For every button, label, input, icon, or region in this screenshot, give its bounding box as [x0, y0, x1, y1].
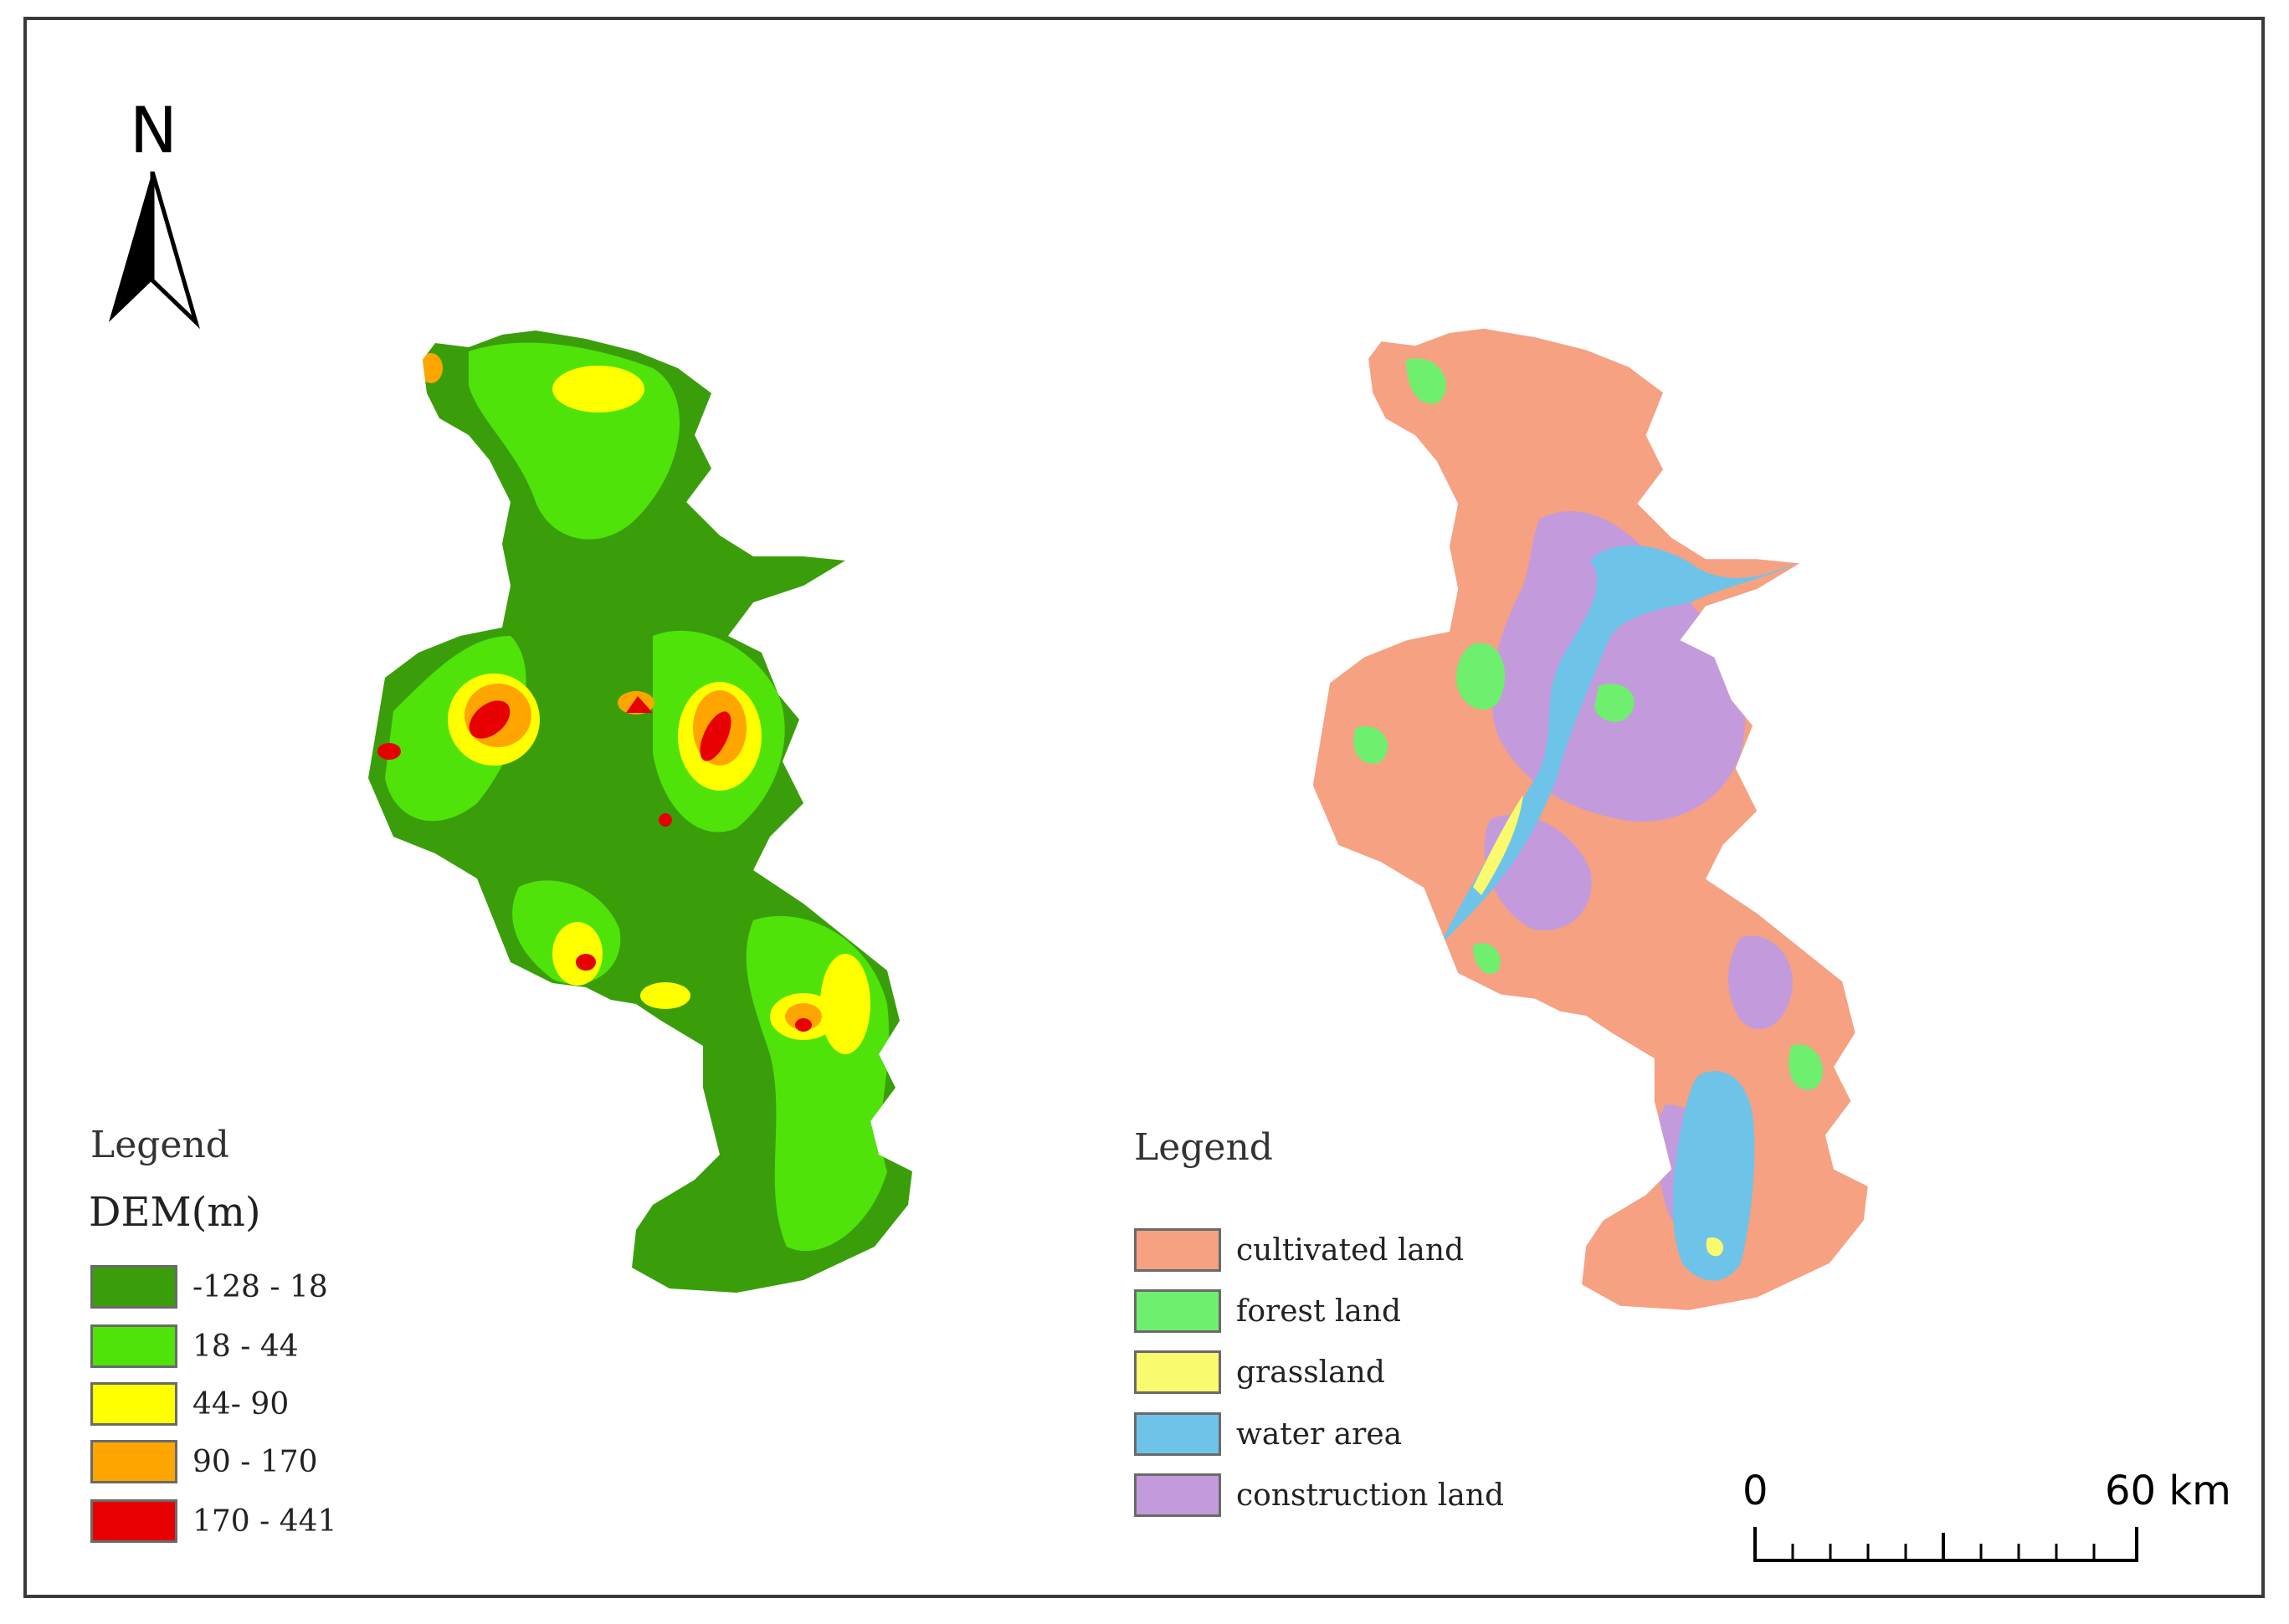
landuse-legend-item: water area — [1134, 1412, 1402, 1456]
forest-land-area — [1353, 726, 1388, 764]
water-area — [1672, 1071, 1755, 1281]
legend-swatch — [90, 1265, 177, 1309]
landuse-legend-item: cultivated land — [1134, 1228, 1464, 1272]
dem-zone-170-441 — [626, 696, 653, 713]
landuse-legend-item: grassland — [1134, 1350, 1385, 1394]
forest-land-area — [1406, 358, 1446, 404]
dem-legend-item: 18 - 44 — [90, 1324, 299, 1368]
dem-zone-90-170 — [419, 353, 443, 383]
legend-swatch — [1134, 1228, 1221, 1272]
dem-legend-item: 44- 90 — [90, 1382, 289, 1426]
dem-zone-44-90 — [552, 366, 644, 412]
legend-label: construction land — [1236, 1478, 1505, 1513]
legend-label: water area — [1236, 1417, 1403, 1452]
dem-zone-170-441 — [576, 954, 596, 971]
dem-zone-44-90 — [552, 922, 603, 986]
dem-zone-170-441 — [659, 813, 672, 827]
forest-land-area — [1789, 1044, 1824, 1090]
grassland-area — [1706, 1237, 1724, 1257]
forest-land-area — [1473, 943, 1501, 974]
legend-swatch — [90, 1324, 177, 1368]
north-arrow-icon — [109, 172, 200, 330]
scale-bar — [1753, 1527, 2138, 1562]
legend-label: cultivated land — [1236, 1232, 1465, 1268]
dem-legend-item: 90 - 170 — [90, 1440, 318, 1483]
dem-zone-170-441 — [469, 700, 511, 739]
landuse-legend-title: Legend — [1134, 1126, 1273, 1169]
legend-label: 44- 90 — [192, 1386, 290, 1422]
scale-start-label: 0 — [1742, 1468, 1768, 1514]
landuse-map — [1312, 328, 1868, 1310]
legend-swatch — [90, 1382, 177, 1426]
landuse-legend-item: forest land — [1134, 1289, 1401, 1333]
legend-swatch — [1134, 1289, 1221, 1333]
legend-swatch — [1134, 1473, 1221, 1517]
legend-swatch — [90, 1499, 177, 1543]
dem-zone-170-441 — [795, 1018, 812, 1032]
grassland-area — [1473, 795, 1523, 895]
legend-label: -128 - 18 — [192, 1269, 328, 1304]
dem-zone-170-441 — [377, 743, 401, 760]
scale-end-label: 60 km — [2105, 1468, 2231, 1514]
dem-zone-170-441 — [700, 711, 731, 761]
legend-label: 18 - 44 — [192, 1329, 299, 1364]
legend-label: 90 - 170 — [192, 1444, 318, 1479]
north-label: N — [130, 93, 177, 167]
legend-swatch — [90, 1440, 177, 1483]
legend-label: forest land — [1236, 1294, 1402, 1329]
construction-land-area — [1728, 935, 1793, 1029]
dem-legend-subtitle: DEM(m) — [89, 1189, 261, 1236]
landuse-legend-item: construction land — [1134, 1473, 1504, 1517]
dem-zone-90-170 — [785, 1003, 822, 1030]
dem-legend-title: Legend — [90, 1124, 229, 1166]
forest-land-area — [1594, 684, 1635, 722]
legend-label: 170 - 441 — [192, 1504, 337, 1539]
dem-zone-44-90 — [640, 982, 690, 1009]
legend-swatch — [1134, 1350, 1221, 1394]
forest-land-area — [1772, 835, 1807, 889]
legend-label: grassland — [1236, 1355, 1385, 1390]
legend-swatch — [1134, 1412, 1221, 1456]
dem-legend-item: -128 - 18 — [90, 1265, 328, 1309]
dem-zone-44-90 — [820, 954, 870, 1054]
forest-land-area — [1456, 643, 1506, 710]
dem-map — [368, 330, 912, 1293]
dem-legend-item: 170 - 441 — [90, 1499, 336, 1543]
